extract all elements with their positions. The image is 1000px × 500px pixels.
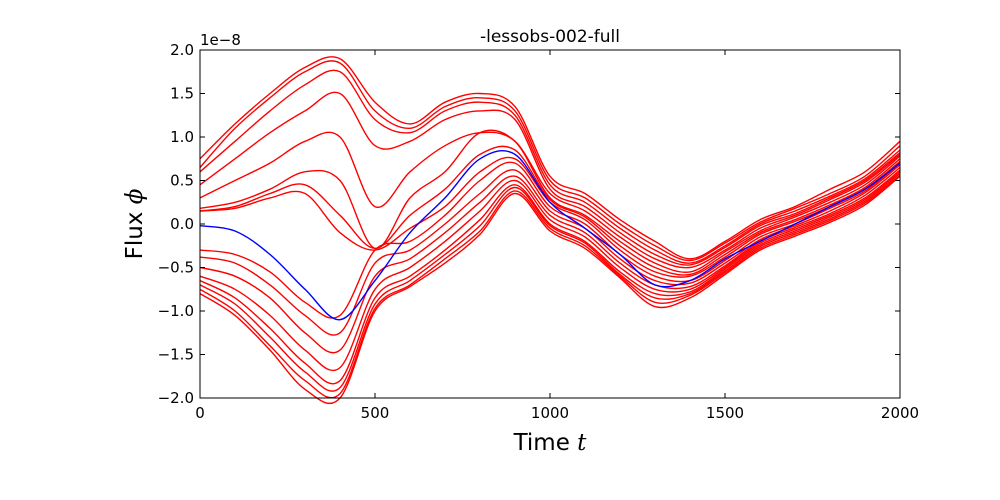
y-axis-label-text: Flux — [122, 212, 148, 260]
x-axis-label: Time t — [513, 430, 588, 456]
x-tick-label: 1000 — [531, 404, 569, 422]
x-tick-label: 0 — [195, 404, 205, 422]
reference-series-line — [199, 150, 901, 321]
y-tick-label: 1.5 — [170, 85, 194, 103]
x-axis-variable: t — [577, 430, 587, 456]
y-axis-variable: ϕ — [122, 188, 148, 204]
y-axis-offset-label: 1e−8 — [200, 31, 241, 49]
y-tick-label: 1.0 — [170, 128, 194, 146]
x-axis-label-text: Time — [513, 430, 570, 456]
ensemble-series-line-6 — [199, 129, 901, 273]
y-axis-label: Flux ϕ — [122, 188, 148, 259]
series-group — [199, 56, 901, 404]
ensemble-series-line-4 — [199, 91, 901, 266]
y-axis-ticks: −2.0 −1.5 −1.0 −0.5 0.0 0.5 1.0 1.5 2.0 — [158, 41, 900, 407]
y-tick-label: 2.0 — [170, 41, 194, 59]
y-tick-label: −1.5 — [158, 346, 194, 364]
ensemble-series-line-11 — [199, 166, 901, 354]
x-axis-ticks: 0 500 1000 1500 2000 — [195, 50, 919, 422]
x-tick-label: 2000 — [881, 404, 919, 422]
ensemble-series-line-10 — [199, 164, 901, 336]
ensemble-series-line-12 — [199, 169, 901, 372]
ensemble-series-line-15 — [199, 174, 901, 399]
ensemble-series-line-3 — [199, 69, 901, 264]
x-tick-label: 1500 — [706, 404, 744, 422]
chart-title: -lessobs-002-full — [480, 27, 620, 47]
y-tick-label: 0.0 — [170, 215, 194, 233]
y-tick-label: −2.0 — [158, 389, 194, 407]
y-tick-label: −0.5 — [158, 259, 194, 277]
ensemble-series-line-1 — [199, 56, 901, 260]
x-tick-label: 500 — [361, 404, 390, 422]
ensemble-series-line-14 — [199, 172, 901, 392]
y-tick-label: −1.0 — [158, 302, 194, 320]
ensemble-series-line-9 — [199, 161, 901, 319]
y-tick-label: 0.5 — [170, 172, 194, 190]
ensemble-series-line-7 — [199, 145, 901, 276]
ensemble-series-line-13 — [199, 171, 901, 385]
ensemble-series-line-2 — [199, 60, 901, 262]
ensemble-series-line-5 — [199, 131, 901, 269]
